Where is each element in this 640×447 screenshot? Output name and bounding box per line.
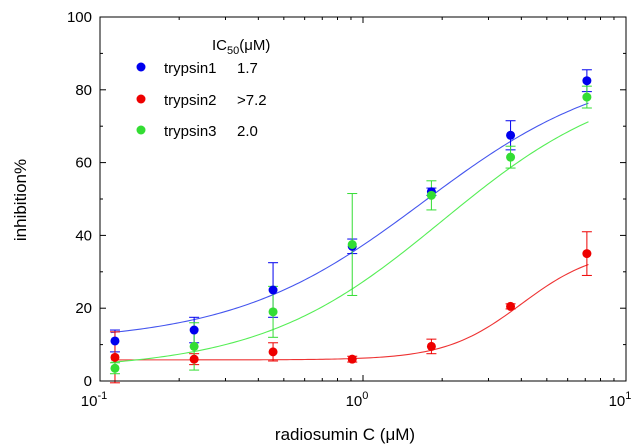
data-point-trypsin1 (268, 285, 278, 295)
y-tick-label: 0 (84, 373, 92, 390)
legend-header: IC50(μM) (212, 37, 270, 57)
x-axis-label: radiosumin C (μM) (275, 425, 415, 444)
data-point-trypsin3 (268, 307, 278, 317)
data-point-trypsin2 (268, 347, 278, 357)
data-point-trypsin3 (506, 152, 516, 162)
legend-entry-trypsin3: trypsin3 2.0 (136, 123, 258, 140)
data-point-trypsin3 (426, 190, 436, 200)
legend-header-prefix: IC (212, 37, 227, 54)
data-point-trypsin2 (189, 354, 199, 364)
legend-label-trypsin1: trypsin1 (164, 60, 217, 77)
y-tick-label: 20 (75, 300, 92, 317)
y-tick-label: 60 (75, 155, 92, 172)
data-point-trypsin3 (110, 363, 120, 373)
x-tick-base: 10 (346, 393, 363, 410)
y-tick-label: 100 (67, 9, 92, 26)
fit-curve-trypsin3 (110, 121, 589, 363)
fit-curves (110, 102, 589, 363)
data-point-trypsin2 (347, 354, 357, 364)
error-bars (109, 69, 592, 384)
legend-marker-trypsin1 (136, 62, 146, 72)
y-tick-label: 80 (75, 82, 92, 99)
legend-entry-trypsin2: trypsin2 >7.2 (136, 92, 267, 109)
y-axis-label: inhibition% (11, 159, 30, 241)
data-points (110, 76, 592, 373)
data-point-trypsin3 (582, 92, 592, 102)
y-tick-label: 40 (75, 227, 92, 244)
legend-ic50-trypsin3: 2.0 (237, 123, 258, 140)
data-point-trypsin1 (582, 76, 592, 86)
data-point-trypsin1 (506, 130, 516, 140)
data-point-trypsin1 (189, 325, 199, 335)
x-tick-label: 101 (609, 390, 632, 410)
data-point-trypsin3 (189, 341, 199, 351)
data-point-trypsin3 (347, 240, 357, 249)
legend-header-suffix: (μM) (239, 37, 270, 54)
legend-ic50-trypsin2: >7.2 (237, 92, 267, 109)
x-tick-label: 10-1 (81, 390, 107, 410)
legend-label-trypsin2: trypsin2 (164, 92, 217, 109)
fit-curve-trypsin2 (110, 263, 589, 361)
data-point-trypsin2 (506, 301, 516, 311)
data-point-trypsin2 (426, 341, 436, 351)
legend-marker-trypsin3 (136, 125, 146, 135)
legend: IC50(μM) trypsin1 1.7 trypsin2 >7.2 tryp… (136, 37, 270, 140)
axes (99, 16, 627, 382)
legend-ic50-trypsin1: 1.7 (237, 60, 258, 77)
legend-entry-trypsin1: trypsin1 1.7 (136, 60, 258, 77)
data-point-trypsin1 (110, 336, 120, 346)
data-point-trypsin2 (582, 249, 592, 259)
x-tick-base: 10 (81, 393, 98, 410)
x-tick-exp: 1 (625, 390, 631, 402)
x-tick-label: 100 (346, 390, 369, 410)
x-tick-exp: 0 (362, 390, 368, 402)
legend-marker-trypsin2 (136, 94, 146, 104)
legend-label-trypsin3: trypsin3 (164, 123, 217, 140)
x-tick-base: 10 (609, 393, 626, 410)
x-tick-exp: -1 (97, 390, 107, 402)
legend-header-sub: 50 (227, 45, 239, 57)
data-point-trypsin2 (110, 352, 120, 362)
